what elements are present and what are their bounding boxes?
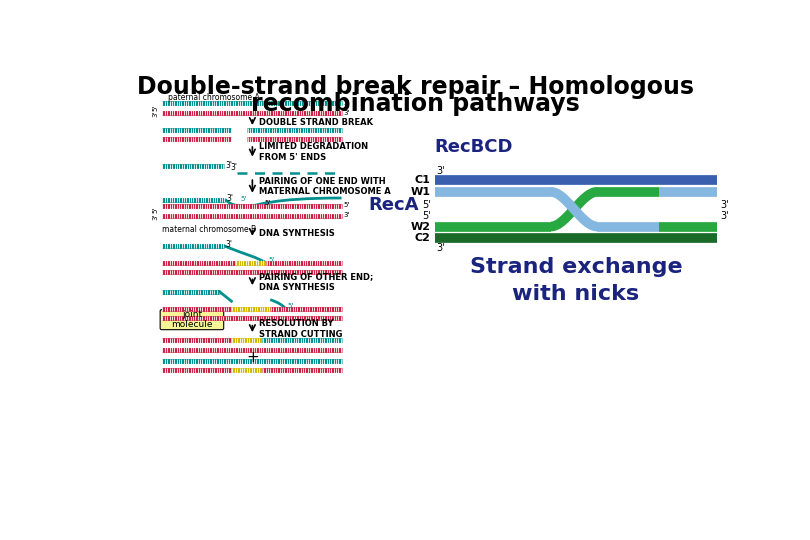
Text: 5': 5' [241,196,247,202]
Text: 3': 3' [720,211,729,221]
Text: Strand exchange
with nicks: Strand exchange with nicks [470,257,682,303]
Text: 3': 3' [227,194,234,203]
Text: Double-strand break repair – Homologous: Double-strand break repair – Homologous [137,75,693,99]
Text: 5': 5' [422,200,431,210]
Text: 5': 5' [152,206,159,213]
Text: 5': 5' [343,99,350,105]
FancyBboxPatch shape [160,309,224,330]
Text: 3': 3' [343,212,350,218]
Text: RESOLUTION BY
STRAND CUTTING: RESOLUTION BY STRAND CUTTING [258,319,342,339]
Text: 3': 3' [225,240,232,249]
Text: RecA: RecA [369,196,419,214]
Text: 3': 3' [225,161,232,170]
Text: 3': 3' [720,200,729,210]
Text: +: + [246,350,258,365]
Text: RecBCD: RecBCD [434,138,513,156]
Text: 3': 3' [152,214,159,220]
Text: 5': 5' [343,202,350,208]
Text: W2: W2 [411,221,431,232]
Text: DOUBLE STRAND BREAK: DOUBLE STRAND BREAK [258,118,373,127]
Text: maternal chromosome B: maternal chromosome B [162,225,256,234]
Text: LIMITED DEGRADATION
FROM 5' ENDS: LIMITED DEGRADATION FROM 5' ENDS [258,142,368,161]
Text: PAIRING OF OTHER END;
DNA SYNTHESIS: PAIRING OF OTHER END; DNA SYNTHESIS [258,273,373,292]
Text: 5': 5' [264,200,271,206]
Text: PAIRING OF ONE END WITH
MATERNAL CHROMOSOME A: PAIRING OF ONE END WITH MATERNAL CHROMOS… [258,177,390,197]
Text: DNA SYNTHESIS: DNA SYNTHESIS [258,229,335,238]
Text: 3': 3' [436,166,445,176]
Text: C2: C2 [415,233,431,243]
Text: recombination pathways: recombination pathways [251,92,579,116]
Text: 5': 5' [152,105,159,111]
Text: C1: C1 [415,176,431,185]
Text: 3': 3' [152,111,159,117]
Text: 3': 3' [436,242,445,253]
Text: 3': 3' [231,164,237,172]
Text: paternal chromosome A: paternal chromosome A [168,93,260,102]
Text: 5': 5' [269,256,275,262]
Text: joint
molecule: joint molecule [171,310,213,329]
Text: 5': 5' [422,211,431,221]
Text: 5': 5' [288,303,293,309]
Text: W1: W1 [411,187,431,197]
Text: 3': 3' [343,110,350,116]
